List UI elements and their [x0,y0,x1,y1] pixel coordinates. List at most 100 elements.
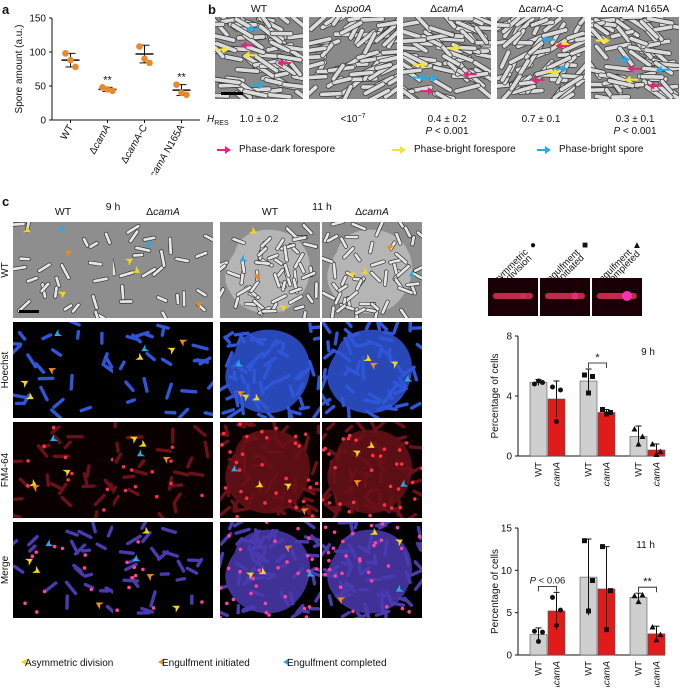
cell [340,275,348,287]
cell [358,470,371,478]
stage-arrowhead [141,526,150,534]
cell [270,338,278,349]
cell [561,38,585,54]
cell [333,549,350,554]
cell [640,41,662,50]
legend-arrow-icon [537,145,551,154]
y-tick-label: 4 [506,392,512,403]
cell [303,496,314,503]
cell [37,376,55,381]
cell [34,362,46,374]
data-point [649,624,656,630]
stage-arrowhead [352,450,361,458]
cell [181,290,187,308]
cell [159,572,171,576]
cell [235,536,244,546]
cell [288,591,295,606]
cell [393,380,406,391]
cell [239,332,246,344]
cell [293,252,305,269]
cell [69,373,74,391]
time-label-11h: 11 h [312,201,332,213]
cell [459,28,476,45]
cell [132,252,145,258]
membrane-spot [125,560,129,565]
cell [293,448,303,460]
membrane-spot [264,522,269,524]
membrane-spot [327,567,332,572]
cell [188,471,205,477]
membrane-spot [70,471,74,476]
cell [273,436,286,449]
y-tick-label: 100 [29,48,46,59]
cell [237,366,248,374]
stage-arrowhead [146,574,155,582]
stage-arrowhead [231,464,240,472]
cell [593,43,609,61]
cell [63,440,72,450]
cell [497,17,506,27]
cell [127,487,140,497]
cell [118,360,126,371]
cell [310,460,319,476]
cell [312,541,320,549]
cell [347,334,358,348]
cell [408,322,413,333]
cell [405,512,418,518]
cell [326,564,340,575]
data-point [532,381,537,387]
x-tick-label: ΔcamA-C [119,123,150,166]
cell [60,495,73,508]
cell [271,472,280,482]
micrograph [322,522,422,618]
cell [497,21,511,29]
micrograph [497,17,585,99]
cell [125,334,138,341]
cell [242,454,247,472]
cell [308,322,313,333]
cell [243,422,256,427]
micrograph [309,17,397,99]
membrane-spot [371,453,375,458]
cell [394,232,403,246]
stage-symbol: ● [530,240,536,251]
phase-arrow [412,73,427,82]
cell [264,478,274,494]
cell [258,380,265,396]
stage-arrowhead [360,267,369,275]
cell [441,53,461,67]
phase-arrow [277,58,292,67]
data-point [183,91,190,99]
data-point [554,419,559,424]
x-tick-label: ΔcamA [652,462,663,487]
cell [373,553,378,565]
cell [393,422,406,429]
cell [498,49,512,70]
cell-layer [220,322,320,418]
cell [65,594,69,610]
phase-arrow [655,65,670,74]
stage-arrowhead [136,449,146,457]
significance-label: P < 0.06 [530,575,566,586]
cell [399,308,411,318]
cell [610,94,631,99]
membrane-spot [346,436,351,441]
cell [90,522,97,534]
cell [134,245,152,253]
cell-layer [220,223,319,318]
cell [180,389,198,394]
cell [365,460,374,471]
cell-layer [113,224,213,318]
stage-arrowhead [300,508,310,516]
phase-arrow [648,81,663,90]
data-point [582,372,587,378]
cell [300,486,316,496]
cell [159,249,167,268]
cell [411,368,419,382]
cell [310,325,320,330]
membrane-spot [306,569,311,573]
cell [232,522,246,528]
membrane-spot [327,452,331,456]
membrane-spot [274,491,278,495]
x-tick-label: WT [534,462,545,477]
